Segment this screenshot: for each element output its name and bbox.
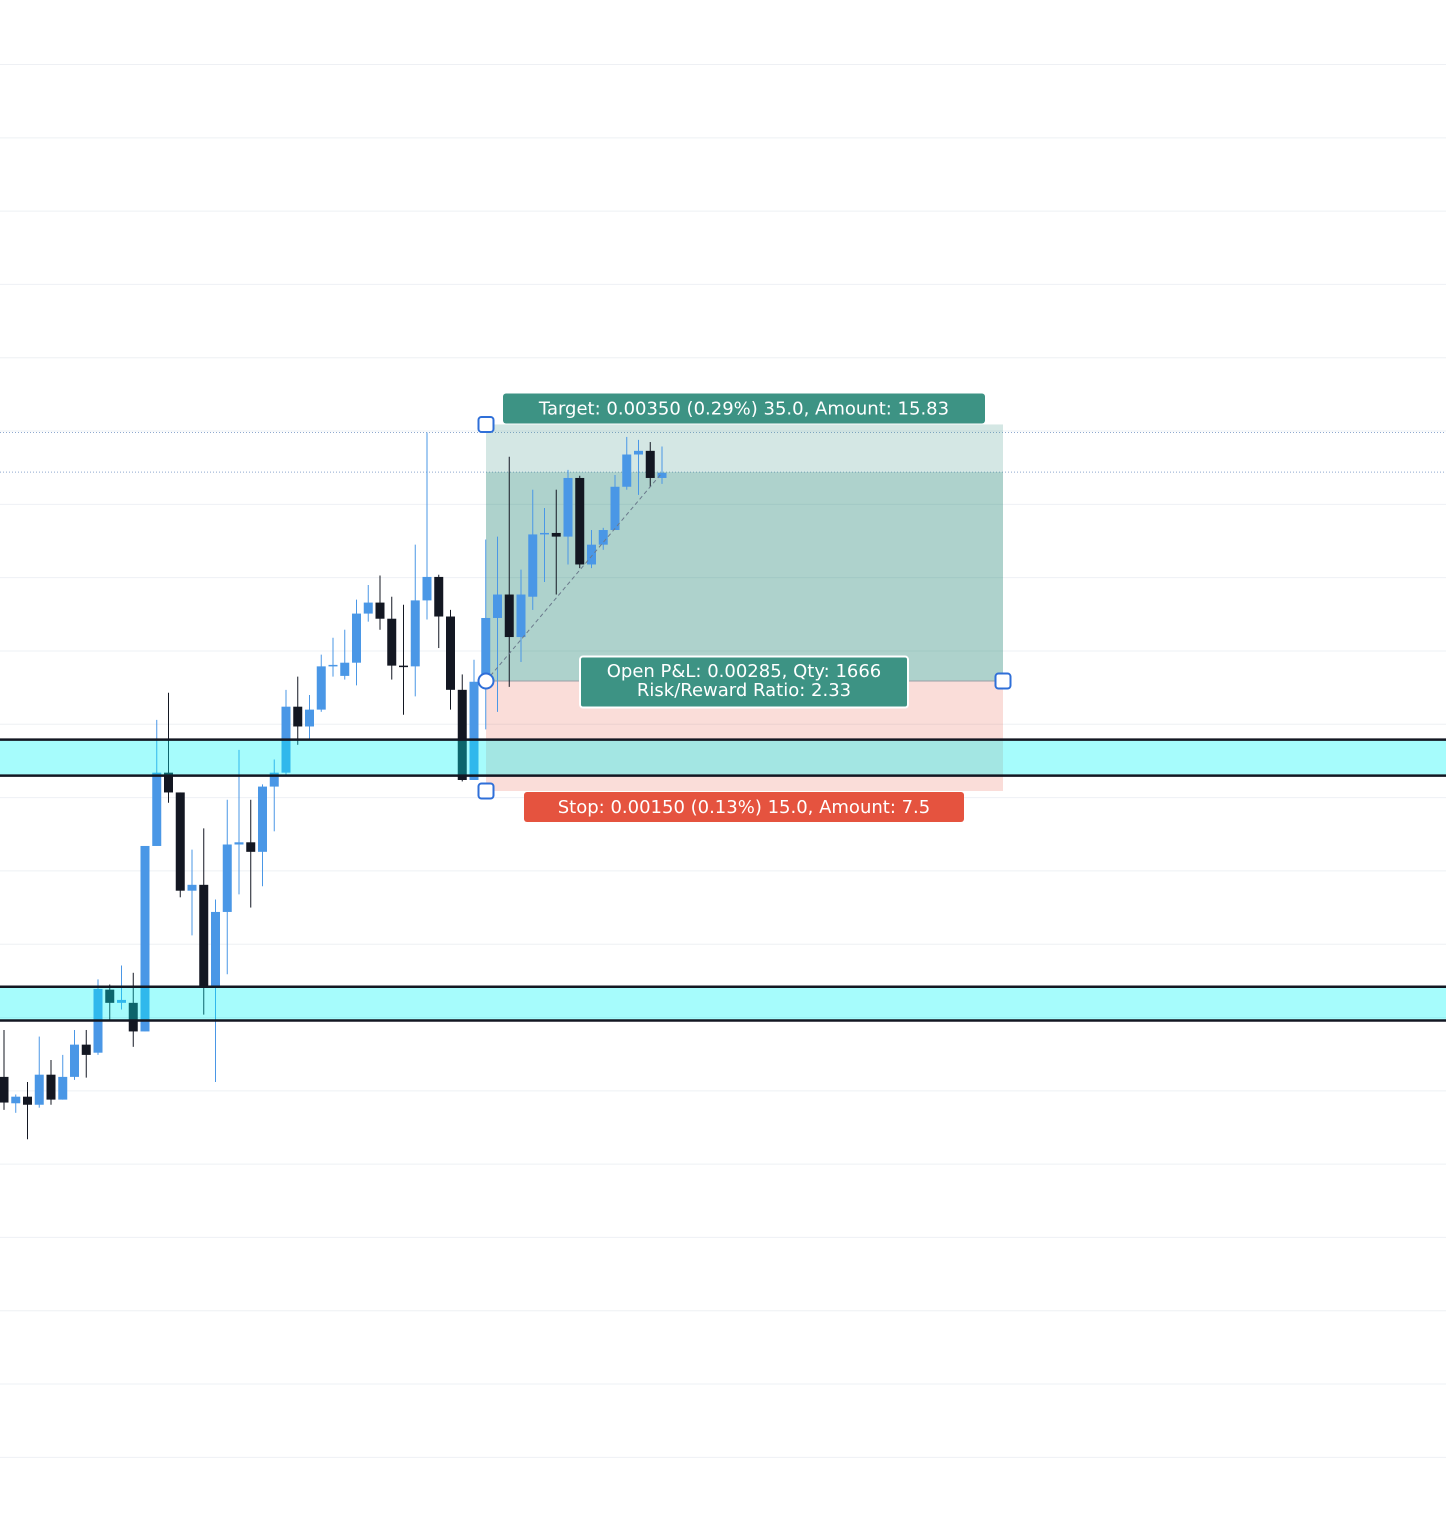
candle-body	[410, 600, 420, 667]
candle-body	[610, 486, 620, 531]
candle-body	[328, 664, 338, 667]
candle-body	[422, 576, 432, 601]
candle-body	[598, 530, 608, 545]
candle-body	[457, 689, 467, 780]
profit-area	[486, 424, 1003, 682]
candle-body	[34, 1074, 44, 1105]
candle-body	[622, 454, 632, 487]
candle-body	[211, 911, 220, 987]
candle-body	[81, 1044, 91, 1055]
candle-body	[340, 662, 350, 676]
candle-body	[0, 1076, 9, 1103]
candle-body	[481, 617, 491, 682]
candle-body	[446, 616, 455, 690]
candle-body	[551, 532, 561, 537]
candle-body	[258, 786, 267, 852]
info-line: Open P&L: 0.00285, Qty: 1666	[607, 661, 882, 682]
zones	[0, 738, 1446, 1022]
candle-body	[645, 450, 655, 478]
info-line: Risk/Reward Ratio: 2.33	[637, 680, 851, 701]
stop-label-box	[524, 791, 964, 822]
candle-body	[516, 594, 526, 638]
candle-body	[540, 532, 549, 535]
candle-body	[152, 772, 162, 846]
candle-body	[528, 534, 538, 597]
grid	[0, 64, 1446, 1458]
stop-label: Stop: 0.00150 (0.13%) 15.0, Amount: 7.5	[558, 797, 930, 818]
candle-body	[46, 1074, 56, 1100]
handle[interactable]	[477, 672, 495, 690]
candle-body	[117, 999, 126, 1003]
candle-body	[140, 845, 150, 1032]
candle-body	[305, 709, 314, 727]
handle[interactable]	[477, 782, 495, 800]
zone	[0, 986, 1446, 1021]
zone	[0, 739, 1446, 776]
pnl-link	[485, 472, 663, 682]
candle-body	[269, 772, 279, 787]
candle-body	[58, 1076, 68, 1100]
candle-body	[563, 477, 573, 537]
handle[interactable]	[994, 672, 1012, 690]
candle-body	[316, 666, 326, 710]
candle-body	[164, 772, 173, 793]
candle-body	[493, 594, 502, 618]
candle-body	[246, 842, 256, 852]
candle-body	[175, 792, 185, 891]
info-box	[579, 655, 909, 709]
candle-body	[23, 1096, 32, 1105]
candle-body	[363, 602, 373, 614]
candle-body	[128, 1002, 138, 1032]
candle-body	[352, 613, 361, 663]
candle-body	[504, 594, 514, 638]
candle-body	[375, 602, 385, 619]
candles	[0, 432, 667, 1140]
candle-body	[105, 989, 115, 1003]
candle-body	[657, 472, 667, 478]
handle[interactable]	[477, 415, 495, 433]
candle-body	[293, 706, 303, 727]
candle-body	[434, 576, 444, 617]
position-overlay: Target: 0.00350 (0.29%) 35.0, Amount: 15…	[477, 393, 1012, 822]
target-label: Target: 0.00350 (0.29%) 35.0, Amount: 15…	[538, 398, 949, 419]
candle-body	[587, 544, 596, 565]
candle-body	[634, 450, 643, 455]
candle-body	[387, 618, 397, 666]
candle-body	[575, 477, 585, 565]
candle-body	[187, 884, 197, 891]
candle-body	[399, 665, 408, 668]
candle-body	[222, 844, 232, 912]
candle-body	[11, 1096, 21, 1104]
candle-body	[234, 842, 244, 845]
target-label-box	[503, 393, 985, 424]
candle-body	[469, 681, 479, 780]
candle-body	[70, 1044, 79, 1077]
candle-body	[199, 884, 209, 987]
